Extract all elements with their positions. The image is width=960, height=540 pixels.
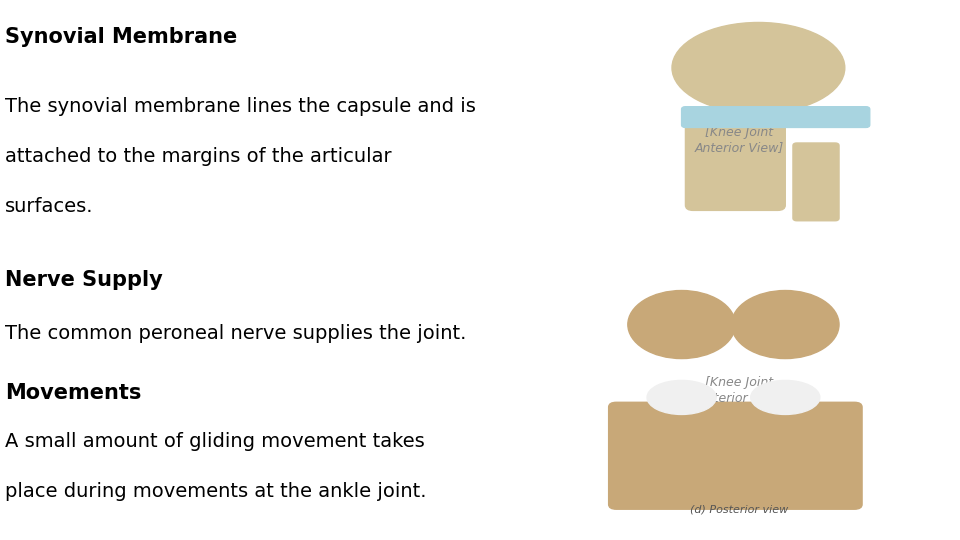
- Text: Movements: Movements: [6, 383, 142, 403]
- Text: The common peroneal nerve supplies the joint.: The common peroneal nerve supplies the j…: [6, 324, 467, 343]
- Text: Nerve Supply: Nerve Supply: [6, 270, 163, 290]
- Ellipse shape: [672, 23, 845, 113]
- Ellipse shape: [751, 380, 820, 415]
- FancyBboxPatch shape: [685, 117, 785, 211]
- Text: A small amount of gliding movement takes

place during movements at the ankle jo: A small amount of gliding movement takes…: [6, 432, 427, 501]
- FancyBboxPatch shape: [793, 143, 839, 221]
- Text: The synovial membrane lines the capsule and is

attached to the margins of the a: The synovial membrane lines the capsule …: [6, 97, 476, 216]
- Ellipse shape: [628, 291, 735, 359]
- Text: [Knee Joint
Anterior View]: [Knee Joint Anterior View]: [695, 126, 783, 154]
- Text: (d) Posterior view: (d) Posterior view: [690, 504, 788, 514]
- Text: Synovial Membrane: Synovial Membrane: [6, 27, 237, 47]
- Ellipse shape: [732, 291, 839, 359]
- FancyBboxPatch shape: [609, 402, 862, 509]
- FancyBboxPatch shape: [682, 107, 870, 127]
- Ellipse shape: [647, 380, 716, 415]
- Text: [Knee Joint
Posterior View]: [Knee Joint Posterior View]: [692, 376, 786, 404]
